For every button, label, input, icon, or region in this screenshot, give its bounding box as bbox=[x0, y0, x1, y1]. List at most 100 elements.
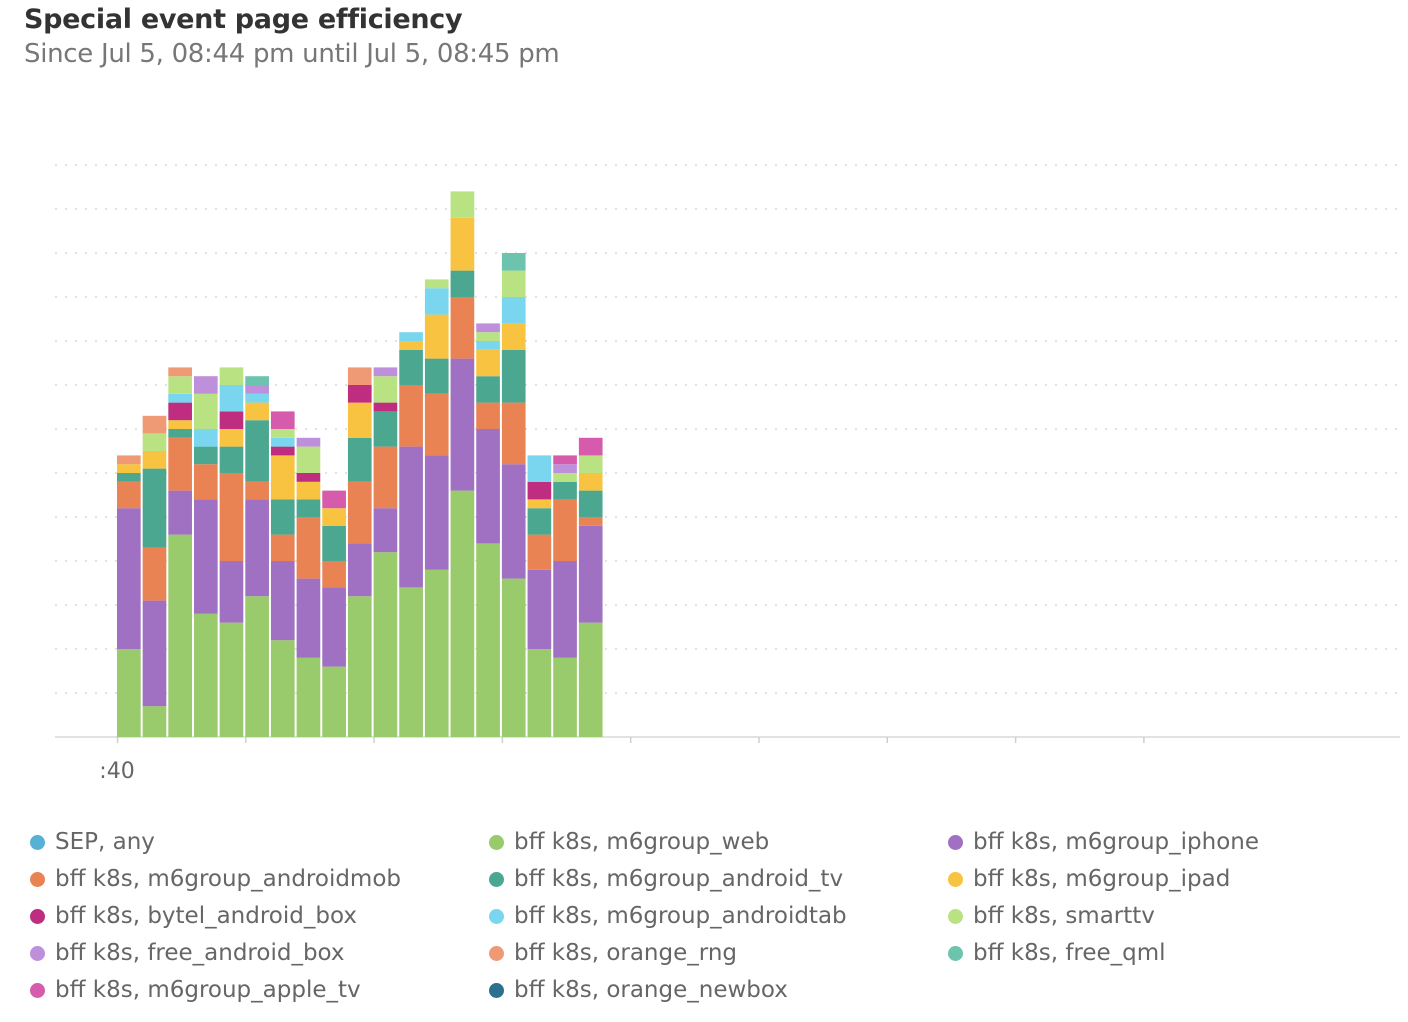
bar-segment[interactable] bbox=[450, 270, 475, 297]
bar-segment[interactable] bbox=[168, 429, 192, 438]
bar-segment[interactable] bbox=[270, 446, 295, 456]
bar-segment[interactable] bbox=[476, 332, 500, 341]
bar-segment[interactable] bbox=[347, 437, 372, 482]
bar-segment[interactable] bbox=[578, 517, 603, 526]
bar-segment[interactable] bbox=[245, 385, 269, 394]
bar-segment[interactable] bbox=[296, 473, 321, 482]
bar-segment[interactable] bbox=[373, 376, 398, 403]
legend-item[interactable]: bff k8s, orange_newbox bbox=[489, 976, 948, 1004]
bar-segment[interactable] bbox=[322, 525, 346, 561]
bar-segment[interactable] bbox=[142, 468, 167, 548]
bar-segment[interactable] bbox=[553, 481, 577, 500]
bar-segment[interactable] bbox=[578, 473, 603, 491]
bar-segment[interactable] bbox=[578, 622, 603, 737]
bar-segment[interactable] bbox=[424, 393, 449, 456]
bar-segment[interactable] bbox=[142, 706, 167, 737]
bar-segment[interactable] bbox=[399, 332, 423, 341]
bar-segment[interactable] bbox=[117, 455, 141, 465]
bar-segment[interactable] bbox=[322, 490, 346, 509]
bar-segment[interactable] bbox=[553, 473, 577, 482]
bar-segment[interactable] bbox=[296, 437, 321, 447]
bar-segment[interactable] bbox=[373, 552, 398, 737]
bar-segment[interactable] bbox=[501, 297, 526, 324]
legend-item[interactable]: bff k8s, m6group_web bbox=[489, 828, 948, 856]
bar-segment[interactable] bbox=[168, 402, 192, 421]
bar-segment[interactable] bbox=[450, 191, 475, 218]
bar-segment[interactable] bbox=[527, 455, 552, 482]
bar-segment[interactable] bbox=[476, 429, 500, 544]
bar-segment[interactable] bbox=[322, 561, 346, 588]
bar-segment[interactable] bbox=[501, 323, 526, 350]
bar-segment[interactable] bbox=[424, 288, 449, 315]
bar-segment[interactable] bbox=[424, 455, 449, 570]
bar-segment[interactable] bbox=[168, 367, 192, 377]
bar-segment[interactable] bbox=[424, 358, 449, 394]
bar-segment[interactable] bbox=[219, 561, 244, 623]
bar-segment[interactable] bbox=[476, 323, 500, 333]
legend-item[interactable]: bff k8s, bytel_android_box bbox=[30, 902, 489, 930]
bar-segment[interactable] bbox=[373, 367, 398, 377]
bar-segment[interactable] bbox=[270, 561, 295, 641]
bar-segment[interactable] bbox=[270, 437, 295, 447]
bar-segment[interactable] bbox=[578, 525, 603, 623]
bar-segment[interactable] bbox=[578, 437, 603, 456]
legend-item[interactable]: bff k8s, m6group_apple_tv bbox=[30, 976, 489, 1004]
bar-segment[interactable] bbox=[193, 393, 218, 429]
bar-segment[interactable] bbox=[168, 490, 192, 535]
bar-segment[interactable] bbox=[245, 420, 269, 482]
bar-segment[interactable] bbox=[501, 464, 526, 579]
bar-segment[interactable] bbox=[117, 649, 141, 737]
bar-segment[interactable] bbox=[117, 473, 141, 482]
bar-segment[interactable] bbox=[450, 297, 475, 359]
bar-segment[interactable] bbox=[553, 455, 577, 465]
bar-segment[interactable] bbox=[270, 455, 295, 500]
bar-segment[interactable] bbox=[219, 385, 244, 412]
bar-segment[interactable] bbox=[347, 402, 372, 438]
bar-segment[interactable] bbox=[117, 508, 141, 649]
bar-segment[interactable] bbox=[424, 314, 449, 359]
bar-segment[interactable] bbox=[219, 446, 244, 473]
bar-segment[interactable] bbox=[296, 578, 321, 658]
bar-segment[interactable] bbox=[553, 499, 577, 561]
bar-segment[interactable] bbox=[219, 473, 244, 561]
bar-segment[interactable] bbox=[501, 253, 526, 271]
bar-segment[interactable] bbox=[450, 217, 475, 271]
bar-segment[interactable] bbox=[347, 481, 372, 544]
bar-segment[interactable] bbox=[476, 349, 500, 377]
bar-segment[interactable] bbox=[296, 517, 321, 579]
bar-segment[interactable] bbox=[245, 596, 269, 737]
bar-segment[interactable] bbox=[296, 481, 321, 500]
bar-segment[interactable] bbox=[373, 508, 398, 553]
bar-segment[interactable] bbox=[553, 464, 577, 473]
legend-item[interactable]: bff k8s, orange_rng bbox=[489, 939, 948, 967]
bar-segment[interactable] bbox=[193, 446, 218, 465]
bar-segment[interactable] bbox=[373, 446, 398, 509]
bar-segment[interactable] bbox=[322, 508, 346, 526]
bar-segment[interactable] bbox=[168, 393, 192, 403]
bar-segment[interactable] bbox=[347, 543, 372, 597]
bar-segment[interactable] bbox=[476, 543, 500, 737]
bar-segment[interactable] bbox=[527, 481, 552, 500]
bar-segment[interactable] bbox=[168, 376, 192, 394]
bar-segment[interactable] bbox=[527, 649, 552, 737]
legend-item[interactable]: SEP, any bbox=[30, 828, 489, 856]
bar-segment[interactable] bbox=[322, 587, 346, 667]
bar-segment[interactable] bbox=[578, 455, 603, 473]
bar-segment[interactable] bbox=[476, 376, 500, 403]
bar-segment[interactable] bbox=[373, 402, 398, 412]
bar-segment[interactable] bbox=[245, 402, 269, 421]
bar-segment[interactable] bbox=[501, 349, 526, 403]
bar-segment[interactable] bbox=[142, 451, 167, 469]
bar-segment[interactable] bbox=[168, 437, 192, 491]
bar-segment[interactable] bbox=[399, 587, 423, 737]
bar-segment[interactable] bbox=[527, 508, 552, 535]
bar-segment[interactable] bbox=[296, 446, 321, 473]
bar-segment[interactable] bbox=[553, 561, 577, 658]
legend-item[interactable]: bff k8s, m6group_androidmob bbox=[30, 865, 489, 893]
bar-segment[interactable] bbox=[322, 666, 346, 737]
bar-segment[interactable] bbox=[142, 415, 167, 434]
bar-segment[interactable] bbox=[168, 420, 192, 429]
bar-segment[interactable] bbox=[193, 464, 218, 500]
bar-segment[interactable] bbox=[399, 446, 423, 588]
bar-segment[interactable] bbox=[424, 279, 449, 289]
